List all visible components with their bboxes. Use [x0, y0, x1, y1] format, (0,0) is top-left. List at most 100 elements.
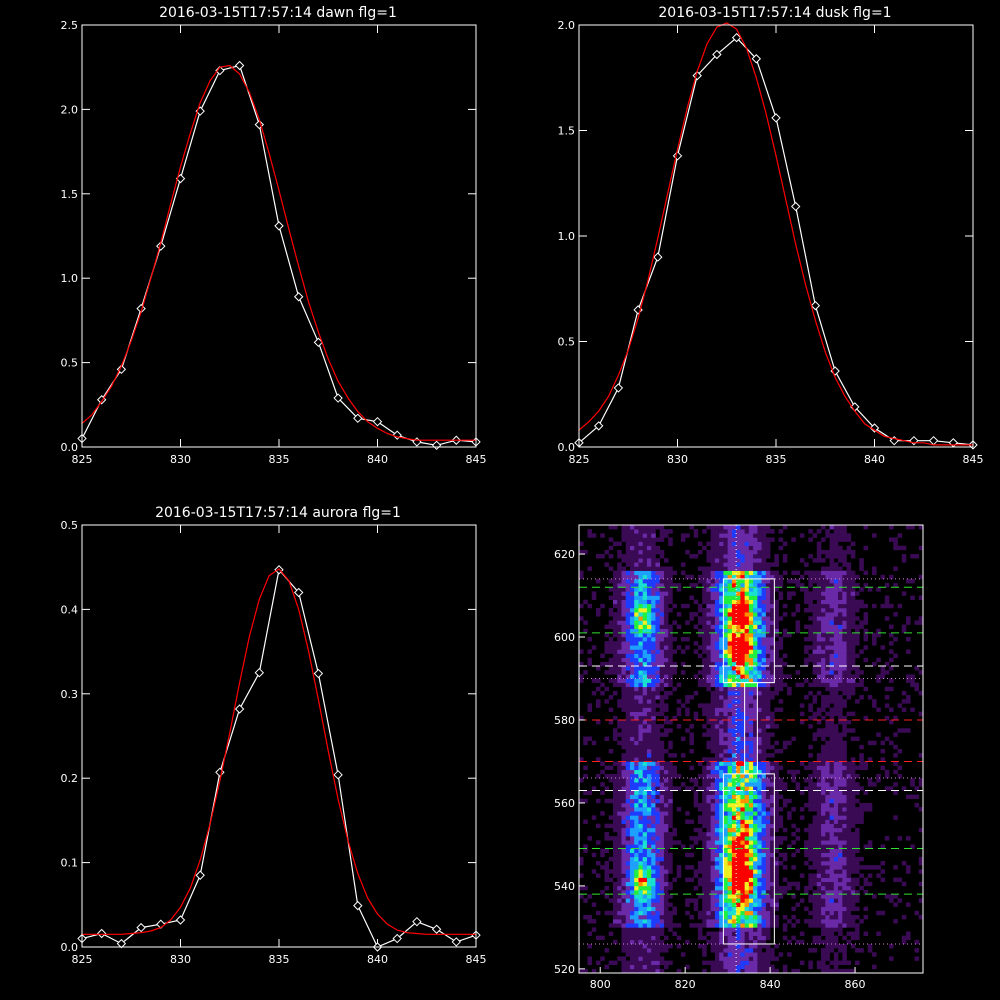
- heatmap-cell: [651, 558, 656, 563]
- heatmap-cell: [744, 649, 750, 654]
- heatmap-cell: [753, 678, 758, 683]
- heatmap-cell: [655, 956, 660, 961]
- heatmap-cell: [714, 778, 720, 783]
- heatmap-cell: [638, 591, 644, 596]
- heatmap-cell: [591, 591, 597, 596]
- heatmap-cell: [787, 690, 792, 696]
- heatmap-cell: [668, 661, 673, 667]
- heatmap-cell: [795, 827, 801, 833]
- heatmap-cell: [833, 649, 839, 654]
- heatmap-cell: [723, 562, 728, 567]
- heatmap-cell: [846, 782, 852, 787]
- heatmap-cell: [770, 923, 775, 928]
- heatmap-cell: [740, 919, 745, 924]
- heatmap-cell: [625, 628, 631, 634]
- heatmap-cell: [689, 923, 694, 928]
- heatmap-cell: [714, 554, 720, 559]
- heatmap-cell: [748, 852, 754, 858]
- heatmap-cell: [719, 902, 724, 907]
- heatmap-cell: [723, 757, 728, 762]
- heatmap-cell: [833, 728, 839, 733]
- heatmap-cell: [706, 728, 711, 733]
- heatmap-cell: [872, 641, 877, 646]
- heatmap-cell: [629, 836, 635, 841]
- heatmap-cell: [748, 798, 754, 804]
- heatmap-cell: [753, 831, 758, 837]
- heatmap-cell: [663, 869, 669, 874]
- heatmap-cell: [833, 554, 839, 559]
- heatmap-cell: [855, 848, 860, 854]
- heatmap-cell: [723, 773, 728, 779]
- heatmap-cell: [625, 802, 631, 808]
- heatmap-cell: [774, 786, 779, 791]
- heatmap-cell: [838, 549, 843, 555]
- heatmap-cell: [816, 637, 822, 642]
- heatmap-cell: [625, 865, 631, 870]
- heatmap-cell: [744, 935, 750, 941]
- heatmap-cell: [714, 661, 720, 667]
- heatmap-cell: [723, 703, 728, 708]
- heatmap-cell: [782, 570, 788, 576]
- heatmap-cell: [710, 591, 716, 596]
- heatmap-cell: [757, 939, 762, 945]
- heatmap-cell: [668, 894, 673, 899]
- heatmap-cell: [914, 786, 920, 791]
- heatmap-cell: [731, 749, 737, 754]
- heatmap-cell: [625, 827, 631, 833]
- heatmap-cell: [629, 649, 635, 654]
- heatmap-cell: [748, 724, 754, 729]
- heatmap-cell: [638, 802, 644, 808]
- heatmap-cell: [765, 574, 771, 580]
- heatmap-cell: [638, 807, 644, 812]
- heatmap-cell: [816, 910, 822, 916]
- heatmap-cell: [744, 554, 750, 559]
- heatmap-cell: [838, 769, 843, 775]
- heatmap-cell: [655, 562, 660, 567]
- heatmap-cell: [600, 653, 605, 659]
- heatmap-cell: [731, 798, 737, 804]
- heatmap-cell: [727, 869, 733, 874]
- heatmap-cell: [846, 902, 852, 907]
- heatmap-cell: [833, 545, 839, 551]
- heatmap-cell: [693, 836, 699, 841]
- heatmap-cell: [608, 566, 614, 571]
- heatmap-cell: [825, 607, 830, 613]
- heatmap-cell: [757, 865, 762, 870]
- heatmap-cell: [595, 757, 601, 762]
- heatmap-cell: [731, 869, 737, 874]
- heatmap-cell: [744, 607, 750, 613]
- heatmap-cell: [719, 695, 724, 700]
- heatmap-cell: [638, 877, 644, 883]
- heatmap-cell: [842, 956, 847, 961]
- heatmap-cell: [642, 831, 648, 837]
- heatmap-cell: [646, 827, 652, 833]
- heatmap-cell: [642, 620, 648, 625]
- heatmap-cell: [838, 707, 843, 712]
- heatmap-cell: [642, 578, 648, 584]
- heatmap-cell: [744, 574, 750, 580]
- heatmap-cell: [744, 927, 750, 932]
- heatmap-cell: [812, 765, 818, 771]
- heatmap-cell: [595, 840, 601, 845]
- heatmap-cell: [774, 690, 779, 696]
- heatmap-cell: [821, 707, 826, 712]
- heatmap-cell: [757, 607, 762, 613]
- heatmap-cell: [663, 690, 669, 696]
- heatmap-cell: [740, 823, 745, 829]
- heatmap-cell: [833, 856, 839, 862]
- heatmap-cell: [710, 861, 716, 866]
- heatmap-cell: [621, 844, 627, 849]
- heatmap-cell: [765, 699, 771, 704]
- heatmap-cell: [727, 545, 733, 551]
- heatmap-cell: [714, 836, 720, 841]
- heatmap-cell: [748, 757, 754, 762]
- heatmap-cell: [744, 960, 750, 966]
- heatmap-cell: [638, 769, 644, 775]
- heatmap-cell: [914, 666, 920, 671]
- heatmap-cell: [655, 603, 660, 609]
- heatmap-cell: [761, 935, 767, 941]
- heatmap-cell: [914, 620, 920, 625]
- heatmap-cell: [617, 823, 622, 829]
- heatmap-cell: [612, 620, 618, 625]
- heatmap-cell: [646, 761, 652, 766]
